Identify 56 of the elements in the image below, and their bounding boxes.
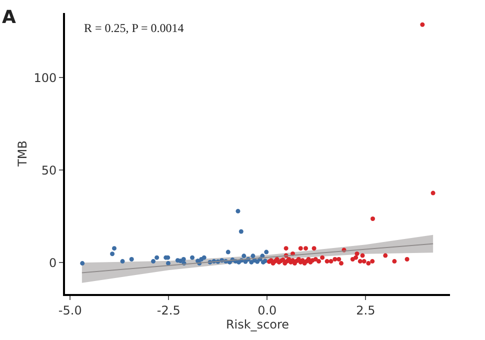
point xyxy=(312,246,316,251)
point xyxy=(202,255,206,260)
point xyxy=(238,229,244,234)
point xyxy=(332,256,338,262)
point xyxy=(404,256,410,262)
y-axis-title: TMB xyxy=(15,140,30,168)
x-tick-label: -5.0 xyxy=(58,303,82,318)
point xyxy=(354,251,360,256)
point xyxy=(366,261,371,266)
point xyxy=(316,259,322,264)
point xyxy=(338,261,344,266)
point xyxy=(358,259,362,264)
point xyxy=(250,254,256,258)
point xyxy=(181,256,186,262)
y-tick-label: 50 xyxy=(41,163,57,178)
point xyxy=(226,250,230,254)
point xyxy=(304,246,308,251)
point xyxy=(255,259,260,264)
point xyxy=(324,259,330,264)
point xyxy=(112,246,117,251)
point xyxy=(154,255,160,260)
point xyxy=(120,259,125,264)
text: A xyxy=(2,7,16,28)
point xyxy=(354,255,358,260)
point xyxy=(392,259,397,264)
x-axis-title: Risk_score xyxy=(226,317,290,332)
point xyxy=(336,256,342,262)
point xyxy=(242,254,246,258)
point xyxy=(166,261,170,266)
point xyxy=(430,190,436,196)
point xyxy=(284,246,288,251)
y-tick-label: 0 xyxy=(48,256,57,270)
point xyxy=(383,253,388,258)
point xyxy=(236,208,240,214)
point xyxy=(313,256,318,262)
line-series xyxy=(81,243,434,274)
point xyxy=(370,259,375,264)
point xyxy=(80,261,85,266)
x-tick-label: -2.5 xyxy=(156,303,180,318)
point xyxy=(151,259,156,264)
point xyxy=(320,255,325,260)
y-tick-label: 100 xyxy=(34,70,57,85)
point xyxy=(264,250,269,254)
point xyxy=(249,260,254,264)
x-tick-label: 2.5 xyxy=(356,303,376,318)
annotation: R = 0.25, P = 0.0014 xyxy=(84,21,184,35)
point xyxy=(190,255,195,260)
point xyxy=(129,256,134,262)
point xyxy=(110,252,115,256)
point xyxy=(420,22,425,27)
point xyxy=(370,216,376,222)
point xyxy=(328,259,334,264)
point xyxy=(362,259,366,264)
x-tick-label: 0.0 xyxy=(258,303,277,318)
point xyxy=(360,253,365,258)
point xyxy=(298,246,303,251)
